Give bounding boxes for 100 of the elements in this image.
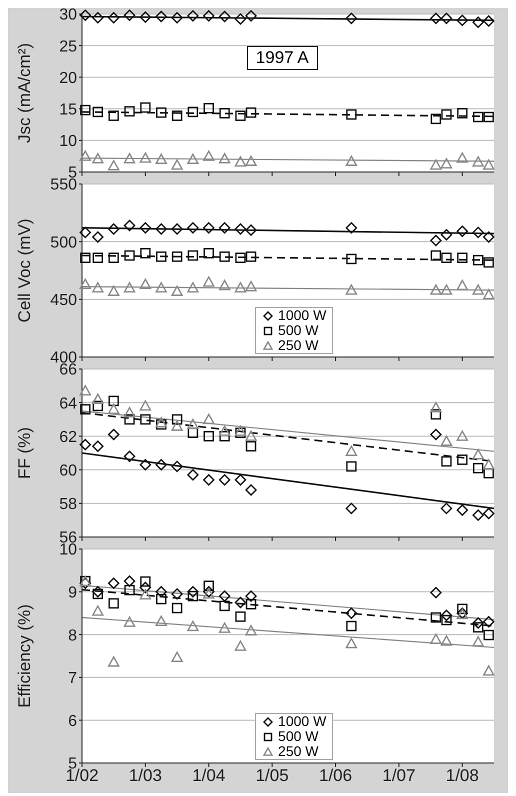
point [171,159,183,170]
point [457,252,468,264]
point [346,156,358,166]
point [92,12,104,24]
point [235,428,246,438]
point [172,602,182,614]
point [245,484,257,496]
point [188,590,198,602]
point [346,222,358,234]
point [188,106,198,118]
point [124,584,135,596]
point [430,284,442,295]
point [218,425,230,436]
point [346,461,357,472]
point [124,106,135,117]
point [234,474,246,486]
point [204,102,214,114]
point [171,420,183,431]
point [156,223,167,235]
point [108,598,119,609]
point [80,226,91,238]
point [245,280,257,292]
point [108,160,120,170]
point [92,153,104,164]
y-tick-label: 62 [59,428,78,446]
y-axis-title: Efficiency (%) [15,604,34,708]
point [235,611,246,622]
point [140,400,152,411]
point [456,430,468,441]
point [218,590,230,602]
point [203,414,214,424]
point [235,110,246,121]
point [234,223,246,235]
point [108,252,119,264]
point [204,431,214,442]
point [483,459,494,470]
point [140,589,152,600]
point [457,454,468,465]
point [234,425,246,436]
point [441,252,452,264]
point [346,254,357,264]
point [430,428,442,440]
point [156,282,167,292]
point [218,153,230,164]
point [108,12,120,24]
legend-label: 500 W [278,322,318,338]
point [108,404,120,414]
point [440,436,452,446]
y-axis-title: FF (%) [15,427,34,479]
point [140,459,152,470]
point [246,251,256,262]
point [108,578,120,589]
point [80,252,90,264]
point [430,250,442,261]
x-tick-label: 1/08 [446,766,479,786]
annotation: 1997 A [246,46,318,70]
y-tick-label: 6 [68,712,78,730]
point [124,282,136,292]
point [246,441,256,452]
point [171,12,183,24]
point [203,474,214,486]
point [346,12,358,24]
point [80,278,91,290]
point [108,223,120,235]
point [472,156,484,167]
point [430,612,442,623]
point [140,576,151,587]
point [483,665,494,676]
point [171,652,183,662]
point [92,586,104,598]
point [156,251,166,262]
point [440,502,452,514]
point [456,504,468,516]
point [140,278,152,290]
point [440,284,452,295]
point [140,102,151,113]
point [472,636,484,647]
point [80,385,91,396]
y-tick-label: 58 [59,496,78,514]
point [156,419,166,430]
y-tick-label: 450 [50,292,78,310]
point [483,289,494,300]
point [188,250,198,261]
point [472,254,484,266]
y-tick-label: 25 [59,38,78,56]
point [234,13,246,25]
point [108,286,120,296]
point [346,638,358,648]
point [483,231,494,243]
point [172,110,182,121]
point [140,248,151,258]
point [203,150,214,161]
point [472,16,484,28]
point [187,154,199,164]
point [140,152,152,163]
point [156,10,167,22]
point [124,450,136,462]
point [346,620,357,632]
point [430,159,442,170]
point [124,414,135,425]
